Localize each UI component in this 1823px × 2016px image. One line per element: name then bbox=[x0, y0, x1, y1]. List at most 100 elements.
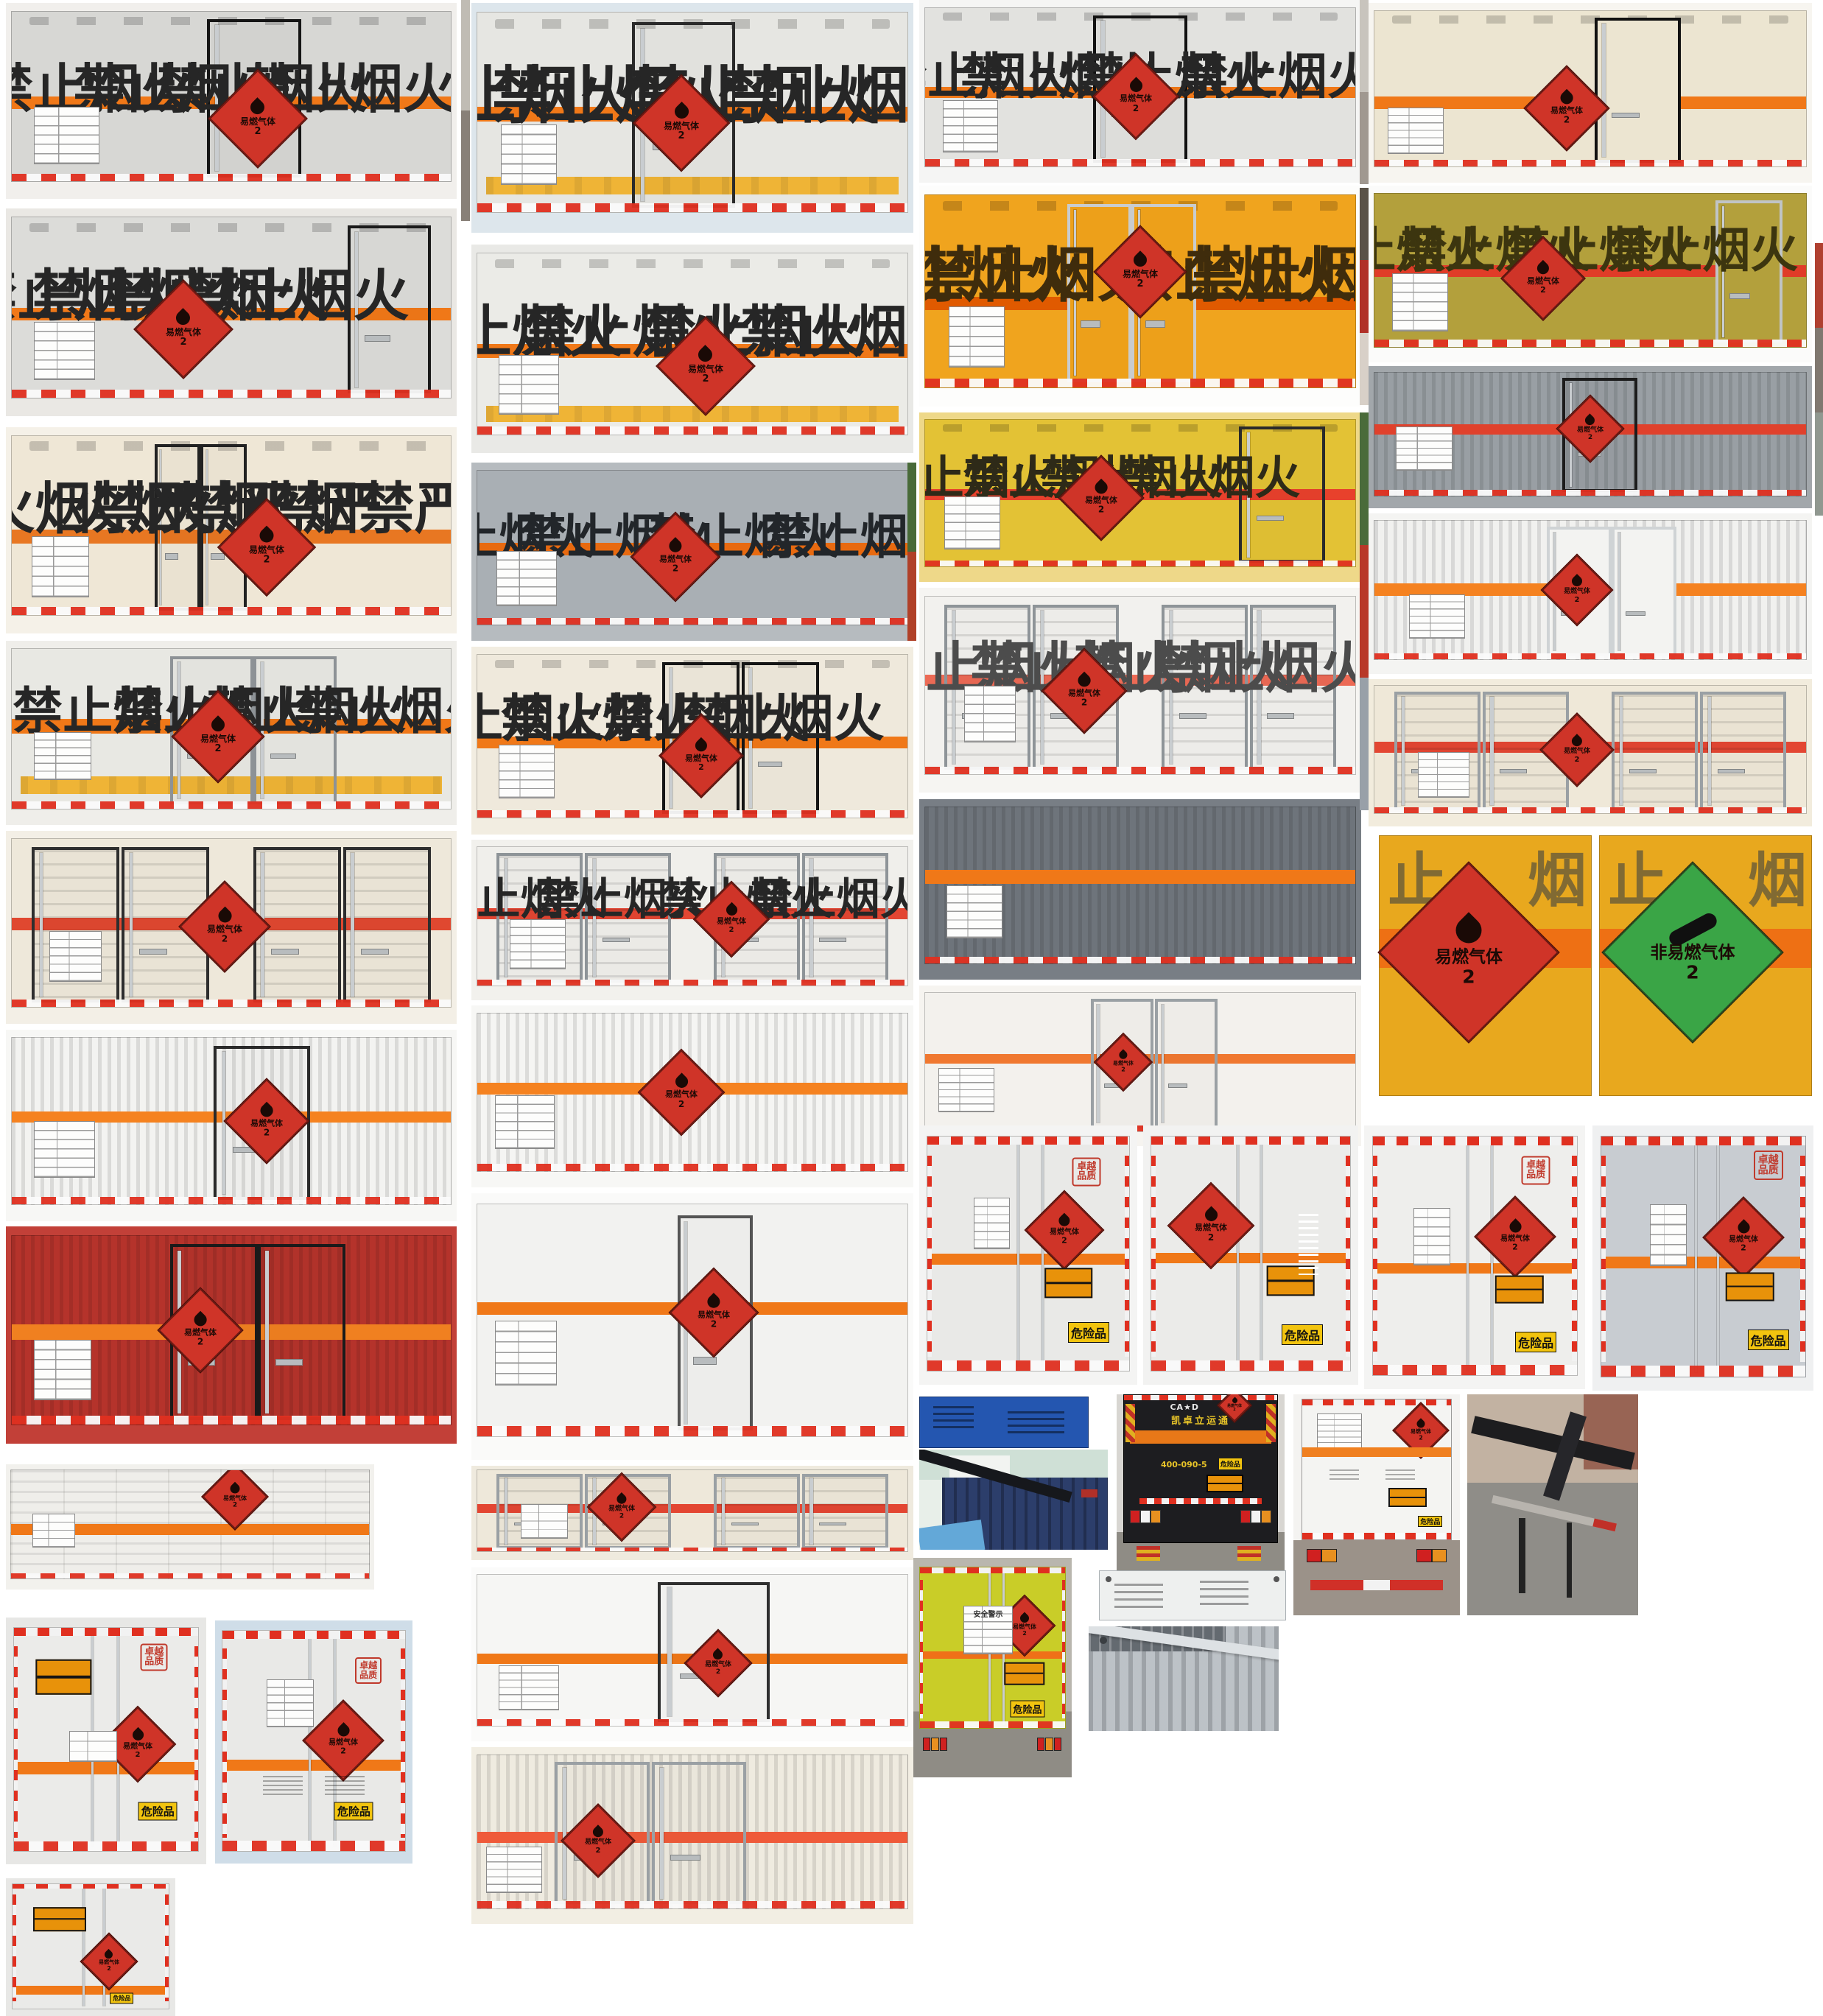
flame-icon bbox=[247, 96, 268, 117]
reflective-strip bbox=[477, 618, 907, 625]
hazard-diamond: 易燃气体 2 bbox=[638, 1048, 726, 1137]
hazard-diamond-content: 易燃气体 2 bbox=[111, 1718, 164, 1771]
door-lock-rod bbox=[669, 668, 672, 808]
prohibition-text-char: 禁止烟火 bbox=[749, 874, 908, 925]
truck-box-body: 禁止烟火禁止烟火禁止烟火禁止烟火易燃气体2 bbox=[477, 654, 908, 819]
hazard-class-number: 2 bbox=[263, 1127, 270, 1138]
taillight bbox=[1036, 1738, 1045, 1752]
vent-louvers bbox=[1391, 15, 1789, 24]
flame-icon bbox=[215, 906, 234, 925]
door-handle[interactable] bbox=[270, 753, 297, 759]
hazard-stripe bbox=[1130, 1430, 1271, 1444]
dangerous-goods-label: 危险品 bbox=[334, 1802, 373, 1821]
reflective-side-right bbox=[1124, 1155, 1129, 1358]
sliver-band bbox=[1360, 412, 1369, 545]
door-handle[interactable] bbox=[1625, 611, 1645, 617]
hazard-class-number: 2 bbox=[232, 1501, 237, 1509]
reflective-strip bbox=[477, 1901, 907, 1908]
flame-icon bbox=[666, 537, 684, 556]
flame-icon bbox=[1092, 478, 1111, 496]
vehicle-info-table bbox=[1317, 1413, 1362, 1450]
hazard-class-number: 2 bbox=[1120, 1066, 1125, 1073]
door-handle[interactable] bbox=[757, 761, 782, 768]
door-handle[interactable] bbox=[692, 1356, 717, 1365]
door-handle[interactable] bbox=[1256, 516, 1284, 521]
door-handle[interactable] bbox=[139, 948, 167, 955]
hazard-diamond-content: 易燃气体 2 bbox=[236, 1092, 296, 1151]
sliver-band bbox=[1360, 0, 1369, 92]
photo-sliver-6 bbox=[461, 0, 470, 221]
lock-rod bbox=[82, 1886, 85, 2006]
reflective-strip bbox=[477, 980, 907, 986]
door-handle[interactable] bbox=[819, 937, 847, 943]
hazard-class-number: 2 bbox=[1461, 966, 1475, 988]
door-handle[interactable] bbox=[364, 335, 391, 342]
door-handle[interactable] bbox=[270, 948, 299, 955]
door-handle[interactable] bbox=[1081, 320, 1101, 328]
taillight-cluster bbox=[1307, 1549, 1337, 1562]
sliver-band bbox=[1360, 544, 1369, 678]
flame-icon bbox=[1583, 413, 1598, 428]
door-handle[interactable] bbox=[1500, 768, 1528, 773]
door-handle[interactable] bbox=[819, 1522, 847, 1526]
flame-icon bbox=[1018, 1612, 1031, 1625]
vehicle-info-table bbox=[974, 1197, 1011, 1249]
dangerous-goods-label: 危险品 bbox=[1067, 1321, 1109, 1343]
prohibition-text-char: 禁止烟火 bbox=[477, 299, 624, 365]
door-handle[interactable] bbox=[1267, 712, 1295, 720]
hazard-diamond-content: 易燃气体 2 bbox=[193, 894, 257, 958]
door-lock-rod bbox=[1162, 1004, 1165, 1123]
prohibition-text-char: 禁止烟火 bbox=[293, 683, 450, 742]
hazard-class-number: 2 bbox=[1686, 961, 1699, 983]
door-handle[interactable] bbox=[360, 948, 389, 955]
door-handle[interactable] bbox=[275, 1359, 303, 1366]
flame-icon bbox=[103, 1948, 116, 1961]
truck-olive-no-fire: 禁止烟火禁止烟火禁止烟火禁止烟火易燃气体2 bbox=[1369, 186, 1812, 362]
taillight bbox=[1045, 1738, 1053, 1752]
orange-hazard-plate bbox=[1725, 1272, 1774, 1302]
door-handle[interactable] bbox=[602, 937, 630, 943]
hazard-diamond-content: 易燃气体 2 bbox=[705, 893, 758, 946]
vehicle-info-table bbox=[1649, 1204, 1687, 1267]
hazard-class-number: 2 bbox=[263, 554, 270, 566]
door-handle[interactable] bbox=[1179, 712, 1206, 720]
hazard-diamond-label: 易燃气体 bbox=[184, 1327, 217, 1338]
reflective-strip bbox=[1374, 807, 1806, 813]
photo-sliver-3 bbox=[1360, 412, 1369, 810]
truck-white-tall-center-door: 易燃气体 2 bbox=[471, 1193, 913, 1460]
cargo-door bbox=[1162, 604, 1248, 770]
truck-box-body: 易燃气体 2 bbox=[11, 1234, 452, 1425]
hazard-diamond-content: 易燃气体 2 bbox=[171, 1300, 231, 1360]
flame-icon bbox=[257, 1102, 275, 1120]
hazard-diamond-content: 易燃气体 2 bbox=[572, 1815, 624, 1866]
door-handle[interactable] bbox=[1168, 1083, 1188, 1089]
door-handle[interactable] bbox=[731, 1522, 759, 1526]
brand-stamp: 卓越品质 bbox=[1521, 1156, 1550, 1185]
cargo-door bbox=[1715, 200, 1782, 343]
hazard-diamond-label: 易燃气体 bbox=[665, 1089, 698, 1100]
door-handle[interactable] bbox=[1717, 768, 1746, 773]
door-handle[interactable] bbox=[670, 1855, 701, 1861]
reflective-side-left bbox=[1372, 1156, 1377, 1361]
door-handle[interactable] bbox=[211, 552, 225, 560]
hazard-diamond-content: 非易燃气体 2 bbox=[1629, 889, 1757, 1016]
door-handle[interactable] bbox=[1612, 112, 1640, 119]
door-handle[interactable] bbox=[1145, 320, 1165, 328]
hazard-class-number: 2 bbox=[1232, 1408, 1236, 1413]
taillight-cluster bbox=[1036, 1738, 1062, 1752]
truck-white-no-fire-four-panels: 禁止烟火禁止烟火禁止烟火禁止烟火易燃气体2 bbox=[471, 840, 913, 1000]
truck-box-body: 禁止烟火禁止烟火禁止烟火禁止烟火易燃气体2 bbox=[11, 217, 452, 399]
truck-cream-no-fire-right-doors: 禁止烟火禁止烟火禁止烟火禁止烟火易燃气体2 bbox=[471, 647, 913, 835]
door-lock-rod bbox=[721, 1478, 726, 1545]
hazard-diamond-content: 易燃气体 2 bbox=[89, 1942, 129, 1981]
door-handle[interactable] bbox=[1629, 768, 1657, 773]
door-lock-rod bbox=[1602, 24, 1606, 158]
door-handle[interactable] bbox=[1729, 293, 1750, 299]
photo-sliver-1 bbox=[1360, 0, 1369, 184]
light-blue-foreground bbox=[919, 1519, 986, 1550]
truck-box-body: 禁止烟火禁止烟火禁止烟火禁止烟火易燃气体2 bbox=[1374, 192, 1807, 348]
door-handle[interactable] bbox=[164, 552, 179, 560]
vehicle-info-table bbox=[946, 885, 1003, 939]
taillight-cluster bbox=[1416, 1549, 1447, 1562]
hazard-diamond-label: 易燃气体 bbox=[207, 924, 243, 935]
